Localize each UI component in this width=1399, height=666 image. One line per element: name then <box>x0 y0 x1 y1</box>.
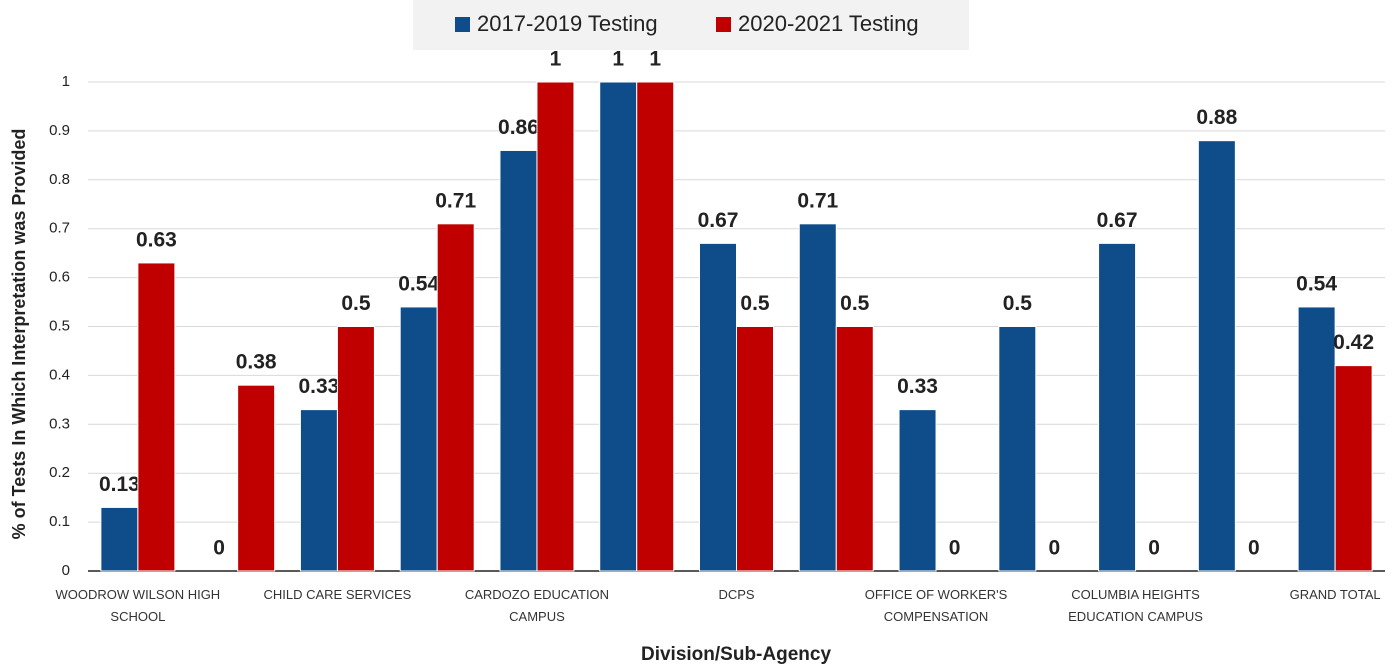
bar <box>336 326 375 572</box>
data-label: 0 <box>213 537 225 560</box>
y-tick-label: 0.3 <box>49 415 70 432</box>
legend-background <box>413 0 969 50</box>
y-tick-label: 1 <box>62 73 70 90</box>
bar <box>1098 242 1137 572</box>
legend-swatch <box>716 17 731 32</box>
data-label: 0.71 <box>797 189 838 212</box>
bar <box>1197 140 1236 572</box>
y-tick-label: 0.2 <box>49 464 70 481</box>
data-label: 1 <box>550 48 562 71</box>
x-axis-title: Division/Sub-Agency <box>641 644 831 665</box>
bar <box>835 326 874 572</box>
data-label: 1 <box>612 48 624 71</box>
data-label: 0.38 <box>236 351 277 374</box>
x-tick-label: CHILD CARE SERVICES <box>263 587 412 602</box>
data-label: 0.88 <box>1196 106 1237 129</box>
x-tick-label: WOODROW WILSON HIGH SCHOOL <box>55 587 221 624</box>
data-label: 0 <box>1048 537 1060 560</box>
data-label: 0.54 <box>1296 272 1337 295</box>
x-tick-label: GRAND TOTAL <box>1289 587 1381 602</box>
data-label: 0.54 <box>398 272 439 295</box>
data-label: 0.86 <box>498 116 539 139</box>
bar <box>299 409 338 572</box>
data-label: 0.63 <box>136 228 177 251</box>
y-tick-label: 0.1 <box>49 513 70 530</box>
data-label: 0.33 <box>298 375 339 398</box>
y-tick-label: 0.6 <box>49 269 70 286</box>
data-label: 0.42 <box>1333 331 1374 354</box>
bar <box>1297 306 1336 572</box>
bar <box>998 326 1037 572</box>
data-label: 0 <box>1148 537 1160 560</box>
data-label: 0.67 <box>1097 209 1138 232</box>
y-tick-label: 0.8 <box>49 171 70 188</box>
bar <box>137 262 176 572</box>
data-label: 0.5 <box>840 292 870 315</box>
x-tick-label: CARDOZO EDUCATION CAMPUS <box>464 587 610 624</box>
data-label: 1 <box>649 48 661 71</box>
data-label: 0.5 <box>740 292 770 315</box>
y-tick-label: 0.9 <box>49 122 70 139</box>
bar <box>499 149 538 572</box>
data-label: 0 <box>949 537 961 560</box>
bar <box>798 223 837 572</box>
bar <box>399 306 438 572</box>
legend-label: 2017-2019 Testing <box>477 11 658 36</box>
y-tick-label: 0 <box>62 562 70 579</box>
data-label: 0.5 <box>341 292 371 315</box>
data-label: 0.13 <box>99 473 140 496</box>
bar <box>100 506 139 572</box>
data-label: 0.33 <box>897 375 938 398</box>
data-label: 0 <box>1248 537 1260 560</box>
bar <box>599 81 638 572</box>
data-label: 0.5 <box>1003 292 1033 315</box>
bar <box>736 326 774 572</box>
data-label: 0.71 <box>435 189 476 212</box>
y-axis-title: % of Tests In Which Interpretation was P… <box>9 129 29 540</box>
y-tick-label: 0.7 <box>49 220 70 237</box>
bar <box>436 223 475 572</box>
x-tick-label: OFFICE OF WORKER'S COMPENSATION <box>864 587 1008 624</box>
bar <box>1334 365 1373 572</box>
bar <box>898 409 937 572</box>
bar <box>536 81 575 572</box>
x-tick-label: DCPS <box>718 587 755 602</box>
bar <box>237 384 276 572</box>
y-tick-label: 0.5 <box>49 317 70 334</box>
bar <box>636 81 675 572</box>
data-label: 0.67 <box>698 209 739 232</box>
bar <box>699 242 737 572</box>
legend-swatch <box>455 17 470 32</box>
y-tick-label: 0.4 <box>49 366 70 383</box>
legend-label: 2020-2021 Testing <box>738 11 919 36</box>
x-tick-label: COLUMBIA HEIGHTS EDUCATION CAMPUS <box>1068 587 1203 624</box>
